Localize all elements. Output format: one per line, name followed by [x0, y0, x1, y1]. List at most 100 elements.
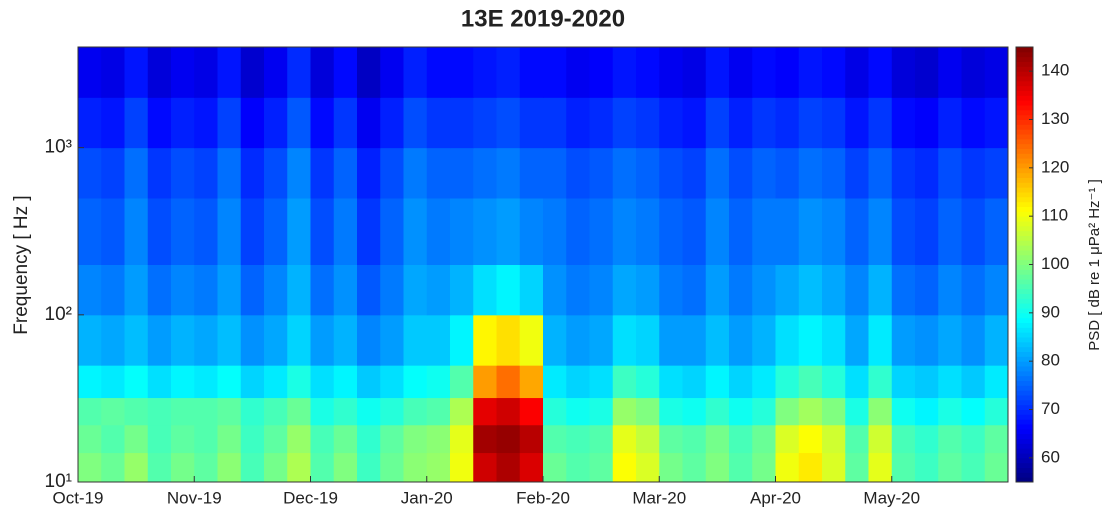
x-tick-label: Oct-19	[52, 488, 103, 507]
cell	[636, 47, 660, 98]
cell	[798, 47, 823, 98]
colorbar-step	[1016, 433, 1033, 439]
cell	[194, 452, 218, 483]
colorbar-step	[1016, 448, 1033, 454]
cell	[659, 365, 683, 399]
colorbar-step	[1016, 100, 1033, 106]
cell	[636, 197, 660, 265]
colorbar-step	[1016, 56, 1033, 62]
cell	[124, 365, 149, 399]
y-tick-label: 10²	[45, 304, 72, 325]
cell	[240, 424, 265, 454]
cell	[682, 397, 707, 426]
colorbar-tick-label: 100	[1041, 254, 1069, 273]
colorbar-step	[1016, 467, 1033, 473]
colorbar-step	[1016, 119, 1033, 125]
cell	[775, 97, 800, 149]
cell	[519, 397, 544, 426]
cell	[333, 452, 358, 483]
cell	[566, 97, 590, 149]
cell	[310, 264, 335, 316]
colorbar-step	[1016, 71, 1033, 77]
cell	[287, 314, 311, 366]
colorbar-step	[1016, 332, 1033, 338]
cell	[101, 452, 125, 483]
cell	[612, 97, 637, 149]
cell	[752, 424, 776, 454]
cell	[147, 47, 172, 98]
cell	[240, 47, 265, 98]
cell	[868, 47, 893, 98]
colorbar-tick-label: 130	[1041, 109, 1069, 128]
cell	[566, 264, 590, 316]
cell	[938, 147, 962, 199]
cell	[473, 47, 497, 98]
cell	[240, 452, 265, 483]
cell	[450, 314, 474, 366]
colorbar-step	[1016, 298, 1033, 304]
cell	[403, 424, 428, 454]
cell	[612, 264, 637, 316]
cell	[822, 397, 846, 426]
cell	[984, 97, 1009, 149]
cell	[636, 264, 660, 316]
cell	[589, 147, 614, 199]
colorbar-step	[1016, 288, 1033, 294]
cell	[310, 314, 335, 366]
cell	[915, 47, 939, 98]
cell	[380, 197, 404, 265]
colorbar-step	[1016, 462, 1033, 468]
cell	[984, 147, 1009, 199]
cell	[78, 97, 102, 149]
cell	[357, 424, 381, 454]
cell	[682, 264, 707, 316]
cell	[752, 264, 776, 316]
colorbar-step	[1016, 187, 1033, 193]
cell	[938, 397, 962, 426]
cell	[961, 424, 986, 454]
cell	[124, 264, 149, 316]
cell	[473, 264, 497, 316]
cell	[519, 424, 544, 454]
cell	[310, 47, 335, 98]
cell	[868, 197, 893, 265]
cell	[659, 424, 683, 454]
cell	[496, 97, 521, 149]
cell	[891, 314, 916, 366]
cell	[543, 314, 567, 366]
colorbar-step	[1016, 95, 1033, 101]
colorbar-step	[1016, 259, 1033, 265]
cell	[380, 147, 404, 199]
colorbar-step	[1016, 216, 1033, 222]
cell	[845, 197, 869, 265]
cell	[519, 147, 544, 199]
cell	[589, 197, 614, 265]
cell	[961, 47, 986, 98]
cell	[171, 147, 195, 199]
cell	[496, 197, 521, 265]
colorbar-step	[1016, 409, 1033, 415]
cell	[938, 264, 962, 316]
cell	[333, 197, 358, 265]
colorbar-step	[1016, 129, 1033, 135]
cell	[147, 97, 172, 149]
cell	[915, 397, 939, 426]
cell	[891, 97, 916, 149]
cell	[798, 147, 823, 199]
cell	[473, 424, 497, 454]
cell	[868, 97, 893, 149]
y-tick-label: 10³	[45, 137, 72, 158]
x-tick-label: Dec-19	[283, 488, 338, 507]
cell	[612, 424, 637, 454]
cell	[380, 47, 404, 98]
cell	[566, 365, 590, 399]
cell	[450, 452, 474, 483]
cell	[194, 147, 218, 199]
cell	[403, 452, 428, 483]
colorbar-step	[1016, 105, 1033, 111]
cell	[566, 147, 590, 199]
cell	[752, 365, 776, 399]
cell	[380, 314, 404, 366]
colorbar-step	[1016, 230, 1033, 236]
